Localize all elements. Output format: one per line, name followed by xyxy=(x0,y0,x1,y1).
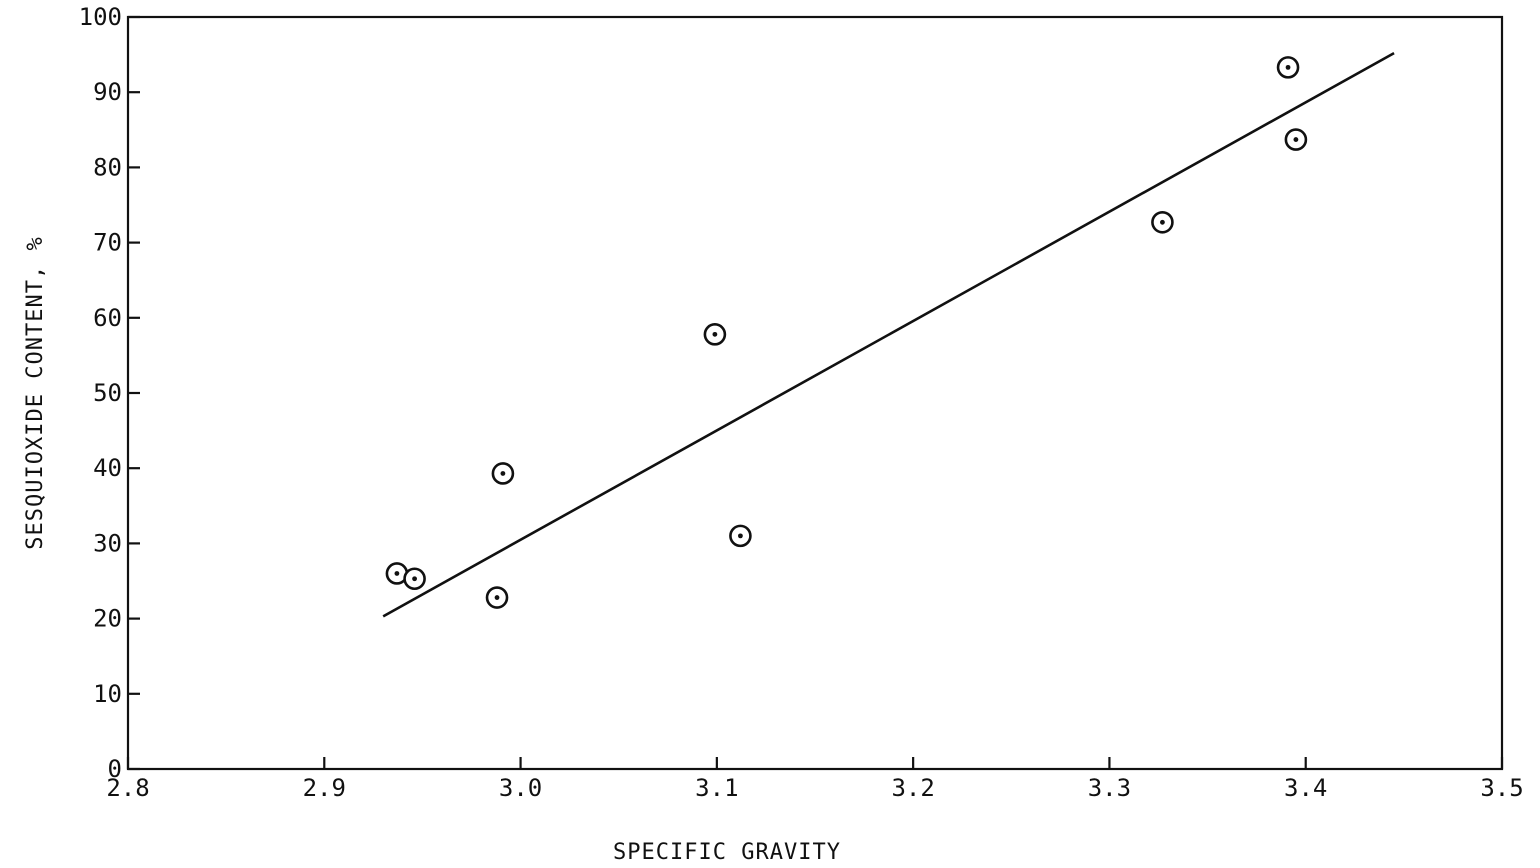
x-tick-label: 2.9 xyxy=(303,774,346,802)
trend-layer xyxy=(382,51,1395,618)
y-tick-label: 40 xyxy=(93,454,122,482)
point-center xyxy=(712,331,718,337)
y-tick-label: 30 xyxy=(93,529,122,557)
point-center xyxy=(500,471,506,476)
y-tick-label: 60 xyxy=(93,304,122,332)
x-tick-label: 3.0 xyxy=(499,774,542,802)
x-tick-label: 2.8 xyxy=(106,774,149,802)
data-point xyxy=(485,586,509,609)
y-tick-label: 0 xyxy=(108,755,122,783)
point-center xyxy=(1285,64,1291,70)
data-points xyxy=(385,56,1308,609)
x-axis: 2.8 2.9 3.0 3.1 3.2 3.3 3.4 3.5 xyxy=(106,757,1524,802)
point-center xyxy=(738,533,743,539)
x-tick-label: 3.2 xyxy=(891,774,934,802)
y-tick-label: 80 xyxy=(93,153,122,181)
x-tick-label: 3.1 xyxy=(695,774,738,802)
point-center xyxy=(1293,137,1299,142)
data-point xyxy=(1276,56,1300,79)
x-tick-label: 3.3 xyxy=(1088,774,1131,802)
data-point xyxy=(1151,210,1174,234)
data-point xyxy=(491,462,515,485)
y-tick-label: 100 xyxy=(79,3,122,31)
y-tick-label: 90 xyxy=(93,78,122,106)
data-point xyxy=(703,323,727,346)
point-center xyxy=(1160,219,1165,225)
point-center xyxy=(394,571,400,576)
y-tick-label: 10 xyxy=(93,680,122,708)
y-tick-label: 70 xyxy=(93,229,122,257)
trend-line xyxy=(382,51,1395,618)
data-point xyxy=(403,567,426,591)
x-tick-label: 3.4 xyxy=(1284,774,1327,802)
data-point xyxy=(1284,128,1308,151)
point-center xyxy=(412,576,417,582)
x-axis-title: SPECIFIC GRAVITY xyxy=(613,840,841,865)
x-tick-label: 3.5 xyxy=(1480,774,1523,802)
y-axis: 0 10 20 30 40 50 60 70 80 90 100 xyxy=(79,3,140,783)
y-tick-label: 50 xyxy=(93,379,122,407)
data-point xyxy=(729,524,752,548)
point-center xyxy=(494,595,500,600)
y-tick-label: 20 xyxy=(93,605,122,633)
y-axis-title: SESQUIOXIDE CONTENT, % xyxy=(23,236,48,549)
